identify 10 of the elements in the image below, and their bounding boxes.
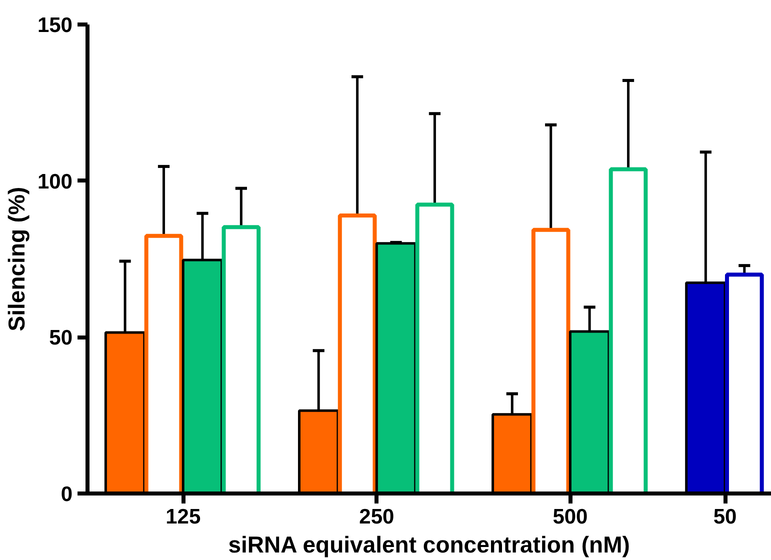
- x-tick-label: 50: [713, 506, 737, 528]
- x-axis-title: siRNA equivalent concentration (nM): [228, 532, 630, 558]
- y-tick-label: 100: [37, 170, 73, 194]
- x-tick-label: 500: [552, 506, 588, 528]
- y-tick-label: 150: [37, 14, 73, 37]
- x-tick-label: 125: [166, 506, 201, 528]
- y-axis-title: Silencing (%): [3, 186, 30, 332]
- y-tick-label: 0: [60, 483, 73, 506]
- x-tick-label: 250: [359, 506, 394, 528]
- y-tick-label: 50: [49, 326, 72, 350]
